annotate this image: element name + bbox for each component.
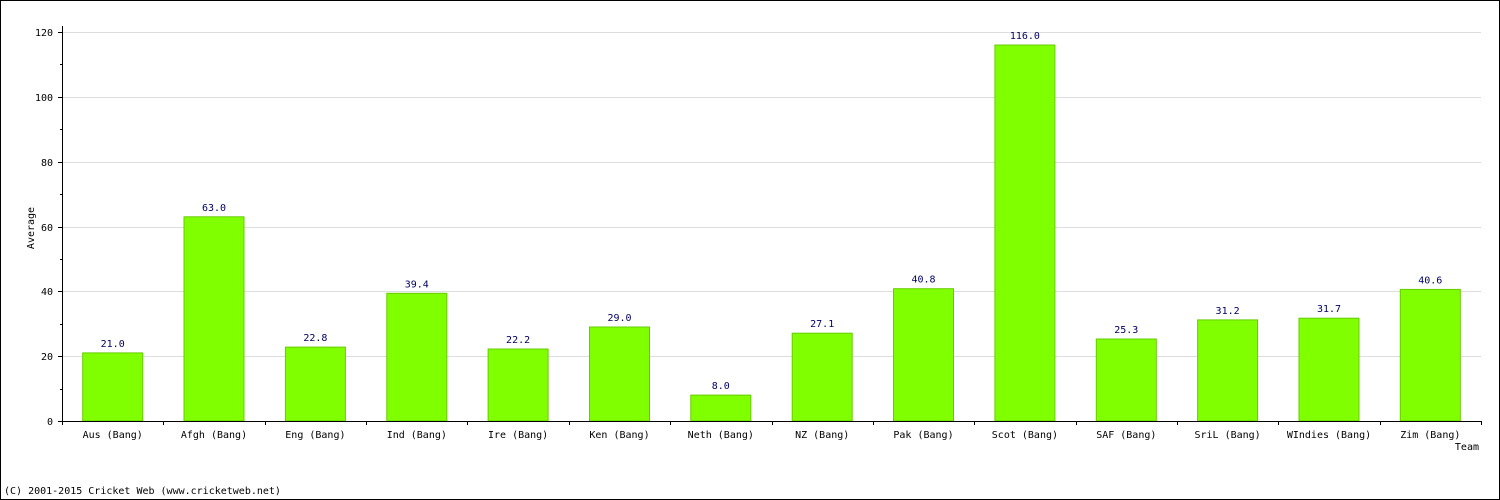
- bar: [791, 332, 853, 422]
- y-tick-label: 80: [41, 158, 53, 169]
- x-tick-label: Eng (Bang): [285, 430, 345, 441]
- bar: [284, 346, 346, 422]
- bar-value-label: 31.2: [1216, 306, 1240, 317]
- bar-value-label: 22.2: [506, 335, 530, 346]
- y-tick-label: 100: [35, 93, 53, 104]
- y-tick-label: 20: [41, 352, 53, 363]
- x-axis-label: Team: [1455, 442, 1479, 453]
- bar: [1399, 288, 1461, 422]
- x-tick-label: Ken (Bang): [589, 430, 649, 441]
- bar: [893, 288, 954, 422]
- x-tick-label: Scot (Bang): [992, 430, 1058, 441]
- bar-value-label: 40.8: [911, 275, 935, 286]
- axes: [58, 26, 1482, 425]
- x-tick-label: WIndies (Bang): [1287, 430, 1371, 441]
- bar-value-label: 22.8: [303, 333, 327, 344]
- y-axis-label: Average: [26, 207, 37, 249]
- bars: [82, 44, 1461, 422]
- y-tick-label: 0: [47, 417, 53, 428]
- labels: 0 20 40 60 80 100 120 21.0 Aus (Bang) 63.0 Afgh (B…: [35, 28, 1460, 441]
- bar-value-label: 40.6: [1418, 275, 1442, 286]
- bar: [1197, 319, 1259, 422]
- bar-value-label: 29.0: [607, 313, 631, 324]
- x-tick-label: Ire (Bang): [488, 430, 548, 441]
- bar-value-label: 21.0: [101, 339, 125, 350]
- x-tick-label: SriL (Bang): [1194, 430, 1260, 441]
- bar-value-label: 8.0: [712, 381, 730, 392]
- x-tick-label: Afgh (Bang): [181, 430, 247, 441]
- bar-value-label: 116.0: [1010, 31, 1040, 42]
- grid-lines: [62, 32, 1481, 357]
- x-tick-label: Neth (Bang): [688, 430, 754, 441]
- bar: [1095, 338, 1157, 422]
- bar-value-label: 31.7: [1317, 304, 1341, 315]
- y-tick-label: 60: [41, 223, 53, 234]
- bar: [690, 394, 752, 422]
- x-tick-label: Zim (Bang): [1400, 430, 1460, 441]
- x-tick-label: SAF (Bang): [1096, 430, 1156, 441]
- copyright-text: (C) 2001-2015 Cricket Web (www.cricketwe…: [4, 486, 281, 497]
- bar-value-label: 39.4: [405, 279, 429, 290]
- bar-value-label: 25.3: [1114, 325, 1138, 336]
- bar-value-label: 63.0: [202, 203, 226, 214]
- x-tick-label: Pak (Bang): [893, 430, 953, 441]
- bar: [82, 352, 144, 422]
- y-tick-label: 120: [35, 28, 53, 39]
- bar: [183, 216, 245, 422]
- bar: [487, 348, 549, 422]
- bar: [386, 292, 448, 422]
- y-tick-label: 40: [41, 287, 53, 298]
- bar: [589, 326, 650, 422]
- x-tick-label: Ind (Bang): [387, 430, 447, 441]
- bar: [994, 44, 1056, 422]
- bar: [1298, 317, 1360, 422]
- bar-value-label: 27.1: [810, 319, 834, 330]
- x-tick-label: Aus (Bang): [83, 430, 143, 441]
- x-tick-label: NZ (Bang): [795, 430, 849, 441]
